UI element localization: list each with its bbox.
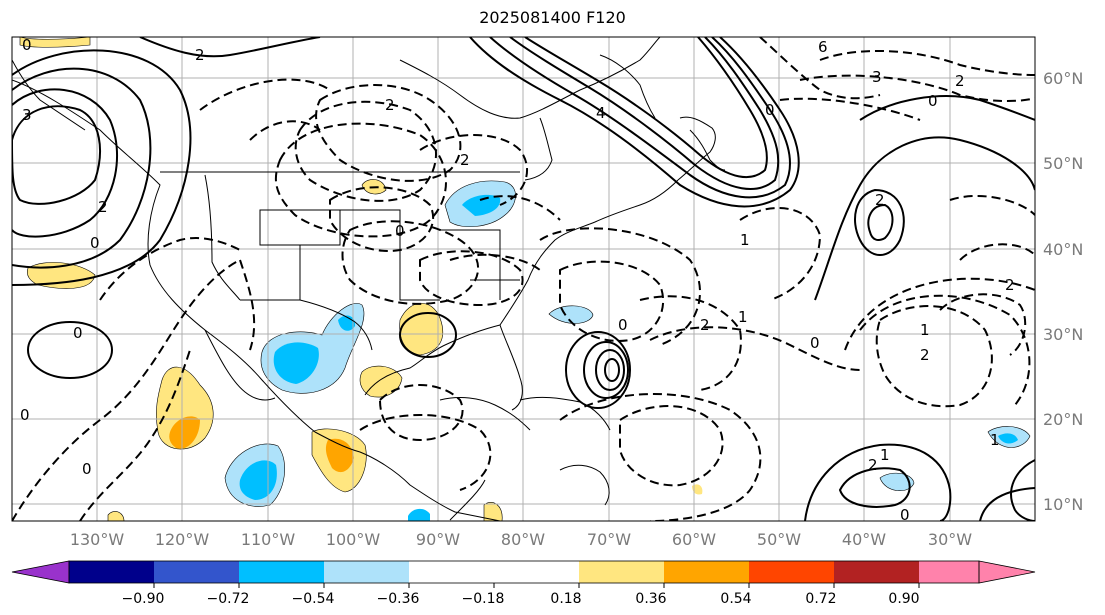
colorbar-segment <box>69 561 154 583</box>
contour-label: 0 <box>810 334 820 352</box>
contour-label: 0 <box>900 506 910 524</box>
longitude-labels: 130°W 120°W 110°W 100°W 90°W 80°W 70°W 6… <box>70 530 972 549</box>
colorbar-segment <box>409 561 494 583</box>
contour-label: 2 <box>875 191 885 209</box>
contour-label: 2 <box>1005 276 1015 294</box>
contour-label: 2 <box>98 198 108 216</box>
colorbar-segment <box>494 561 579 583</box>
lon-tick-label: 130°W <box>70 530 125 549</box>
colorbar-segment <box>919 561 979 583</box>
lon-tick-label: 30°W <box>928 530 972 549</box>
lat-tick-label: 40°N <box>1043 240 1083 259</box>
contour-label: 0 <box>765 101 775 119</box>
colorbar-tick-label: 0.36 <box>635 591 666 607</box>
colorbar-tick-label: 0.72 <box>805 591 836 607</box>
colorbar-tick-label: −0.36 <box>377 591 420 607</box>
colorbar-segment <box>324 561 409 583</box>
colorbar-extend-high <box>978 560 1036 584</box>
lat-tick-label: 60°N <box>1043 69 1083 88</box>
colorbar-segment <box>154 561 239 583</box>
contour-label: 3 <box>22 106 32 124</box>
lon-tick-label: 100°W <box>326 530 381 549</box>
colorbar-tick-label: −0.54 <box>292 591 335 607</box>
contour-label: 1 <box>880 446 890 464</box>
contour-label: 0 <box>90 234 100 252</box>
colorbar-tick-label: 0.18 <box>550 591 581 607</box>
contour-label: 3 <box>872 68 882 86</box>
colorbar-extend-low <box>11 560 70 584</box>
contour-label: 0 <box>395 222 405 240</box>
lon-tick-label: 40°W <box>842 530 886 549</box>
contour-label: 0 <box>73 324 83 342</box>
colorbar-tick-label: 0.90 <box>888 591 919 607</box>
contour-labels: 0 2 6 3 2 0 4 3 0 2 2 2 0 1 2 0 0 2 0 1 … <box>20 36 1015 524</box>
colorbar-tick-label: 0.54 <box>720 591 751 607</box>
anomaly-blue-great-lakes-core <box>462 194 501 216</box>
lon-tick-label: 110°W <box>241 530 296 549</box>
lon-tick-label: 60°W <box>672 530 716 549</box>
colorbar-segment <box>239 561 324 583</box>
contour-label: 2 <box>868 456 878 474</box>
contour-label: 1 <box>990 431 1000 449</box>
lon-tick-label: 90°W <box>416 530 460 549</box>
contour-label: 6 <box>818 38 828 56</box>
plot-frame <box>11 36 1036 522</box>
lat-tick-label: 10°N <box>1043 495 1083 514</box>
colorbar-segment <box>664 561 749 583</box>
lat-tick-label: 30°N <box>1043 325 1083 344</box>
lon-tick-label: 70°W <box>587 530 631 549</box>
colorbar-segment <box>579 561 664 583</box>
lon-tick-label: 80°W <box>501 530 545 549</box>
contour-label: 2 <box>385 96 395 114</box>
contour-label: 2 <box>955 72 965 90</box>
contour-label: 2 <box>700 316 710 334</box>
colorbar-segment <box>749 561 834 583</box>
contour-label: 0 <box>20 406 30 424</box>
lat-tick-label: 20°N <box>1043 410 1083 429</box>
contour-label: 2 <box>920 346 930 364</box>
lon-tick-label: 50°W <box>757 530 801 549</box>
contour-label: 2 <box>195 46 205 64</box>
anomaly-yellow-gulf <box>399 303 444 356</box>
colorbar: −0.90 −0.72 −0.54 −0.36 −0.18 0.18 0.36 … <box>11 560 1036 607</box>
lat-tick-label: 50°N <box>1043 154 1083 173</box>
contour-label: 1 <box>738 308 748 326</box>
contour-label: 0 <box>928 92 938 110</box>
dashed-contours <box>12 37 1035 521</box>
contour-label: 4 <box>596 104 606 122</box>
colorbar-segment <box>834 561 919 583</box>
contour-label: 1 <box>920 321 930 339</box>
anomaly-blue-mexico-core <box>273 342 319 384</box>
latitude-labels: 60°N 50°N 40°N 30°N 20°N 10°N <box>1043 69 1083 514</box>
contour-label: 2 <box>460 151 470 169</box>
contour-label: 0 <box>82 460 92 478</box>
map-title: 2025081400 F120 <box>479 8 626 27</box>
lon-tick-label: 120°W <box>155 530 210 549</box>
colorbar-tick-label: −0.72 <box>207 591 250 607</box>
contour-label: 1 <box>740 231 750 249</box>
contour-label: 0 <box>22 36 32 54</box>
colorbar-tick-label: −0.18 <box>462 591 505 607</box>
contour-label: 0 <box>618 316 628 334</box>
colorbar-tick-label: −0.90 <box>122 591 165 607</box>
